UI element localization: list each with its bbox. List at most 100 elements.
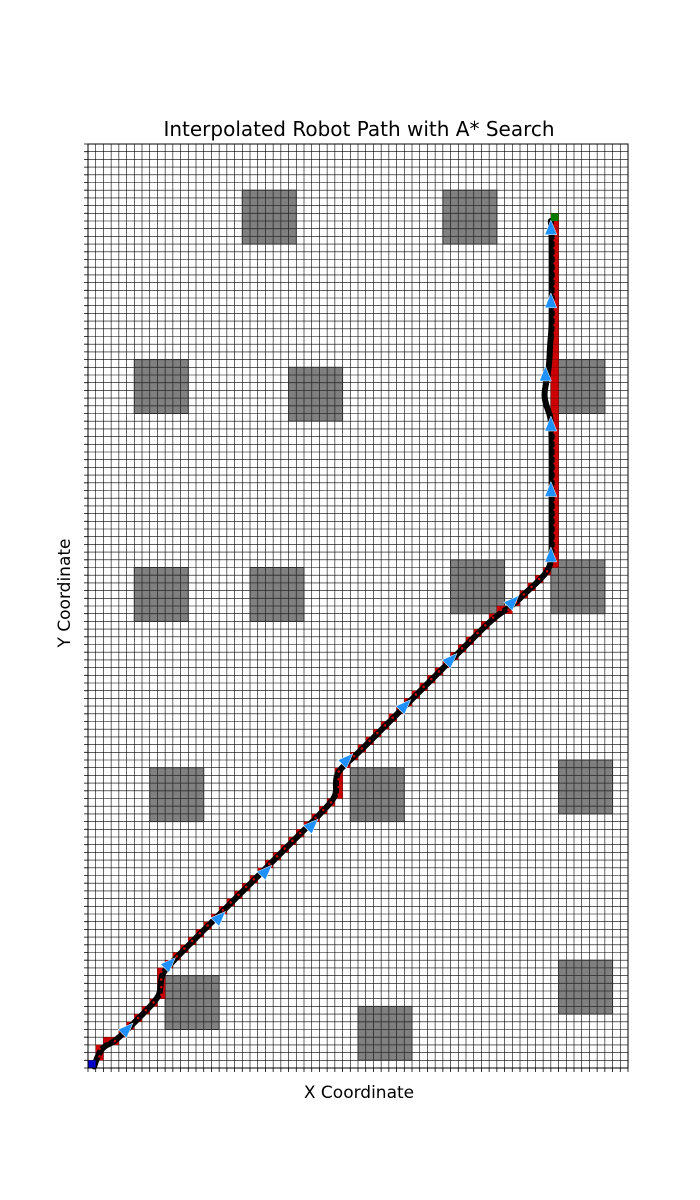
path-waypoint xyxy=(553,377,557,381)
chart-title: Interpolated Robot Path with A* Search xyxy=(163,117,554,141)
x-axis-label: X Coordinate xyxy=(304,1083,414,1103)
path-waypoint xyxy=(553,416,557,419)
path-waypoint xyxy=(252,878,256,881)
obstacles xyxy=(133,189,614,1061)
obstacle-cell-lines xyxy=(442,190,497,245)
path-waypoint xyxy=(414,693,418,696)
path-waypoint xyxy=(183,947,186,950)
direction-arrow xyxy=(544,480,558,497)
path-waypoint xyxy=(267,862,271,866)
obstacle-block xyxy=(249,567,305,622)
path-waypoint xyxy=(553,469,557,473)
obstacle xyxy=(164,975,220,1030)
direction-arrow xyxy=(302,818,319,835)
obstacle-cell-lines xyxy=(250,567,304,622)
path-waypoint xyxy=(206,924,209,927)
path-waypoint xyxy=(113,1039,117,1043)
interpolated-path xyxy=(90,215,557,1070)
direction-arrow xyxy=(117,1022,134,1039)
path-waypoint xyxy=(368,739,371,743)
obstacle-block xyxy=(558,759,614,815)
obstacle xyxy=(149,767,205,823)
start-marker xyxy=(88,1060,96,1068)
plot-area xyxy=(84,143,629,1072)
path-waypoint xyxy=(553,346,557,350)
path-waypoint xyxy=(98,1047,101,1051)
obstacle-block xyxy=(450,559,506,615)
obstacle xyxy=(442,189,498,245)
direction-arrow xyxy=(544,415,558,432)
direction-arrow xyxy=(256,864,273,881)
path-waypoint xyxy=(553,562,557,565)
interpolated-path-line xyxy=(91,218,555,1070)
path-waypoint xyxy=(553,539,557,542)
obstacle-block xyxy=(550,359,606,415)
path-waypoint xyxy=(553,385,557,388)
direction-arrows xyxy=(117,219,558,1039)
path-waypoint xyxy=(553,246,557,250)
path-waypoint xyxy=(329,801,333,804)
direction-arrow xyxy=(544,219,558,235)
path-waypoint xyxy=(491,616,495,619)
path-waypoint xyxy=(375,731,379,735)
path-waypoint xyxy=(483,623,487,627)
path-waypoint xyxy=(553,292,557,296)
path-waypoint xyxy=(221,908,225,912)
path-waypoint xyxy=(553,262,557,265)
path-waypoint xyxy=(553,485,557,488)
y-axis-label: Y Coordinate xyxy=(55,539,75,649)
path-waypoint xyxy=(553,369,557,373)
path-waypoint xyxy=(244,885,248,889)
endpoints xyxy=(88,213,559,1068)
path-waypoint xyxy=(298,831,302,835)
obstacle-cell-lines xyxy=(558,760,613,814)
obstacle-block xyxy=(288,366,344,422)
path-waypoint xyxy=(553,500,557,504)
obstacle xyxy=(133,567,189,622)
path-waypoint xyxy=(468,639,472,642)
path-waypoint xyxy=(321,808,325,812)
path-waypoint xyxy=(553,315,557,319)
obstacle-cell-lines xyxy=(350,767,405,822)
path-waypoint xyxy=(553,223,557,227)
path-waypoint xyxy=(460,647,464,650)
obstacle xyxy=(558,759,614,815)
direction-arrow xyxy=(441,653,458,669)
obstacle-cell-lines xyxy=(358,1006,412,1061)
path-waypoint xyxy=(383,724,387,727)
path-waypoint xyxy=(553,362,557,365)
path-waypoint xyxy=(337,777,341,781)
path-waypoint xyxy=(553,477,557,481)
obstacle-cell-lines xyxy=(450,559,505,614)
obstacle xyxy=(357,1005,413,1061)
path-waypoint xyxy=(553,454,557,458)
obstacle-cell-lines xyxy=(134,359,189,414)
path-waypoint xyxy=(553,254,557,257)
obstacle-cell-lines xyxy=(149,767,204,822)
obstacle-block xyxy=(149,767,205,823)
obstacle xyxy=(349,767,405,823)
path-waypoint xyxy=(275,854,279,858)
path-waypoint xyxy=(105,1039,109,1043)
obstacle xyxy=(550,559,606,615)
path-waypoint xyxy=(237,893,240,897)
path-waypoint xyxy=(553,523,557,527)
path-waypoint xyxy=(507,608,510,612)
path-waypoint xyxy=(159,970,163,974)
tick-marks xyxy=(84,143,629,1072)
obstacle-block xyxy=(349,767,405,823)
path-waypoint xyxy=(553,331,557,334)
path-waypoint xyxy=(522,593,526,596)
obstacle-block xyxy=(133,359,189,415)
obstacle-block xyxy=(357,1005,413,1061)
path-waypoint xyxy=(136,1016,140,1020)
path-waypoint xyxy=(553,339,557,342)
obstacle-cell-lines xyxy=(242,190,297,245)
path-waypoint xyxy=(553,462,557,465)
obstacle xyxy=(288,366,344,422)
path-waypoint xyxy=(553,277,557,281)
path-waypoint xyxy=(553,308,557,311)
direction-arrow xyxy=(503,595,520,612)
path-waypoint xyxy=(159,993,163,997)
